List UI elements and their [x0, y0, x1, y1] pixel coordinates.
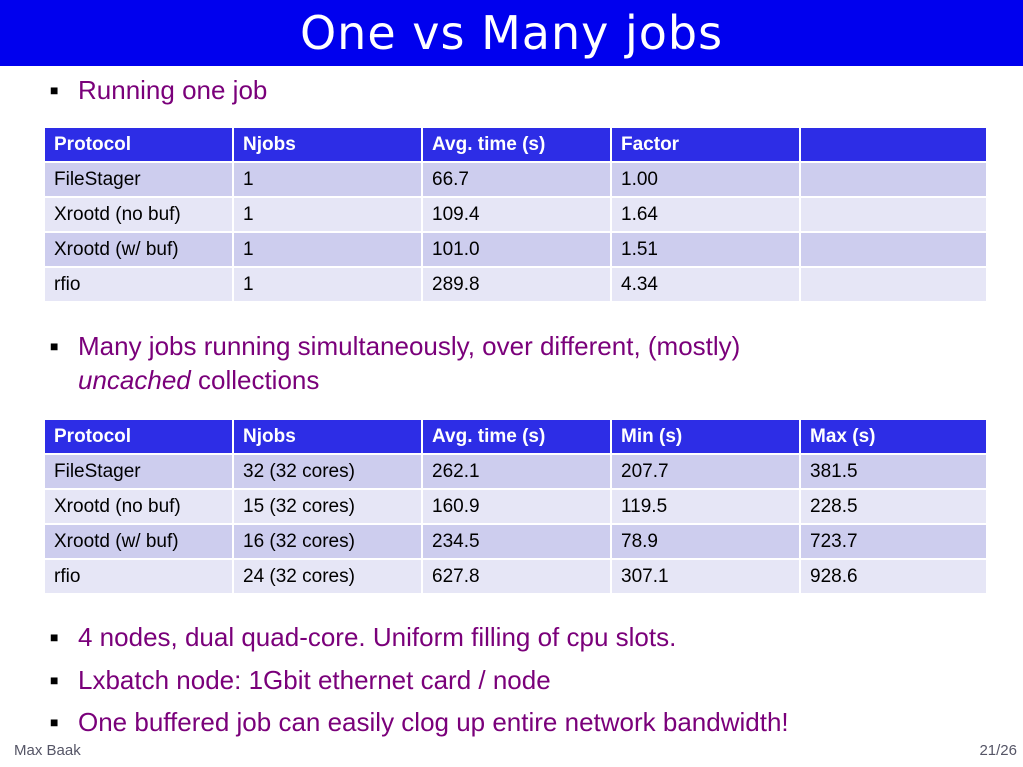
bullet-nodes: ■ 4 nodes, dual quad-core. Uniform filli…	[50, 620, 676, 654]
table-header-row: Protocol Njobs Avg. time (s) Factor	[43, 126, 988, 163]
table-cell: FileStager	[43, 453, 234, 490]
table-cell: 289.8	[421, 266, 612, 303]
table-cell: 234.5	[421, 523, 612, 560]
table-cell	[799, 161, 988, 198]
table-cell: 119.5	[610, 488, 801, 525]
table-cell: 1	[232, 161, 423, 198]
table-cell: 101.0	[421, 231, 612, 268]
header-empty	[799, 126, 988, 163]
table-cell: 1.64	[610, 196, 801, 233]
bullet-buffered-job: ■ One buffered job can easily clog up en…	[50, 705, 789, 739]
table-cell: 16 (32 cores)	[232, 523, 423, 560]
table-header-row: Protocol Njobs Avg. time (s) Min (s) Max…	[43, 418, 988, 455]
table-cell: 160.9	[421, 488, 612, 525]
slide-title: One vs Many jobs	[299, 6, 724, 60]
table-cell: 627.8	[421, 558, 612, 595]
title-bar: One vs Many jobs	[0, 0, 1023, 66]
table-cell: Xrootd (no buf)	[43, 488, 234, 525]
table-cell: 78.9	[610, 523, 801, 560]
table-cell	[799, 196, 988, 233]
bullet-text: One buffered job can easily clog up enti…	[78, 707, 789, 737]
table-cell: 1.51	[610, 231, 801, 268]
bullet-text-line1: Many jobs running simultaneously, over d…	[78, 331, 741, 361]
table-row: Xrootd (no buf) 1 109.4 1.64	[43, 196, 988, 233]
table-cell: Xrootd (no buf)	[43, 196, 234, 233]
many-jobs-table: Protocol Njobs Avg. time (s) Min (s) Max…	[43, 418, 988, 595]
header-avg-time: Avg. time (s)	[421, 126, 612, 163]
table-cell: rfio	[43, 558, 234, 595]
table-cell: 32 (32 cores)	[232, 453, 423, 490]
header-max: Max (s)	[799, 418, 988, 455]
bullet-lxbatch: ■ Lxbatch node: 1Gbit ethernet card / no…	[50, 663, 551, 697]
table-cell: 1	[232, 196, 423, 233]
table-cell: 1	[232, 266, 423, 303]
table-row: Xrootd (w/ buf) 16 (32 cores) 234.5 78.9…	[43, 523, 988, 560]
table-row: rfio 1 289.8 4.34	[43, 266, 988, 303]
table-row: FileStager 1 66.7 1.00	[43, 161, 988, 198]
header-avg-time: Avg. time (s)	[421, 418, 612, 455]
table-row: Xrootd (no buf) 15 (32 cores) 160.9 119.…	[43, 488, 988, 525]
table-cell: 1	[232, 231, 423, 268]
bullet-square-icon: ■	[50, 338, 59, 354]
table-cell: rfio	[43, 266, 234, 303]
bullet-text: Lxbatch node: 1Gbit ethernet card / node	[78, 665, 551, 695]
table-cell: FileStager	[43, 161, 234, 198]
header-protocol: Protocol	[43, 418, 234, 455]
table-cell	[799, 266, 988, 303]
table-cell: 228.5	[799, 488, 988, 525]
table-cell: 381.5	[799, 453, 988, 490]
table-cell: 24 (32 cores)	[232, 558, 423, 595]
single-job-table: Protocol Njobs Avg. time (s) Factor File…	[43, 126, 988, 303]
table-cell: Xrootd (w/ buf)	[43, 523, 234, 560]
bullet-text: Many jobs running simultaneously, over d…	[78, 329, 740, 397]
header-njobs: Njobs	[232, 418, 423, 455]
footer-author: Max Baak	[14, 742, 81, 759]
table-row: rfio 24 (32 cores) 627.8 307.1 928.6	[43, 558, 988, 595]
table-cell: 723.7	[799, 523, 988, 560]
bullet-text-rest: collections	[190, 365, 320, 395]
table-cell: 4.34	[610, 266, 801, 303]
table-row: FileStager 32 (32 cores) 262.1 207.7 381…	[43, 453, 988, 490]
bullet-square-icon: ■	[50, 714, 59, 730]
table-cell: 1.00	[610, 161, 801, 198]
table-cell: 928.6	[799, 558, 988, 595]
footer-page-number: 21/26	[979, 742, 1017, 759]
table-cell: 307.1	[610, 558, 801, 595]
bullet-text-italic: uncached	[78, 365, 191, 395]
table-cell	[799, 231, 988, 268]
bullet-text: 4 nodes, dual quad-core. Uniform filling…	[78, 622, 677, 652]
bullet-square-icon: ■	[50, 672, 59, 688]
bullet-many-jobs: ■ Many jobs running simultaneously, over…	[50, 329, 740, 397]
bullet-running-one-job: ■ Running one job	[50, 73, 267, 107]
table-cell: 207.7	[610, 453, 801, 490]
table-cell: 66.7	[421, 161, 612, 198]
table-cell: 109.4	[421, 196, 612, 233]
bullet-square-icon: ■	[50, 629, 59, 645]
table-cell: Xrootd (w/ buf)	[43, 231, 234, 268]
header-factor: Factor	[610, 126, 801, 163]
table-row: Xrootd (w/ buf) 1 101.0 1.51	[43, 231, 988, 268]
table-cell: 262.1	[421, 453, 612, 490]
header-protocol: Protocol	[43, 126, 234, 163]
header-njobs: Njobs	[232, 126, 423, 163]
table-cell: 15 (32 cores)	[232, 488, 423, 525]
bullet-text: Running one job	[78, 75, 268, 105]
bullet-square-icon: ■	[50, 82, 59, 98]
header-min: Min (s)	[610, 418, 801, 455]
